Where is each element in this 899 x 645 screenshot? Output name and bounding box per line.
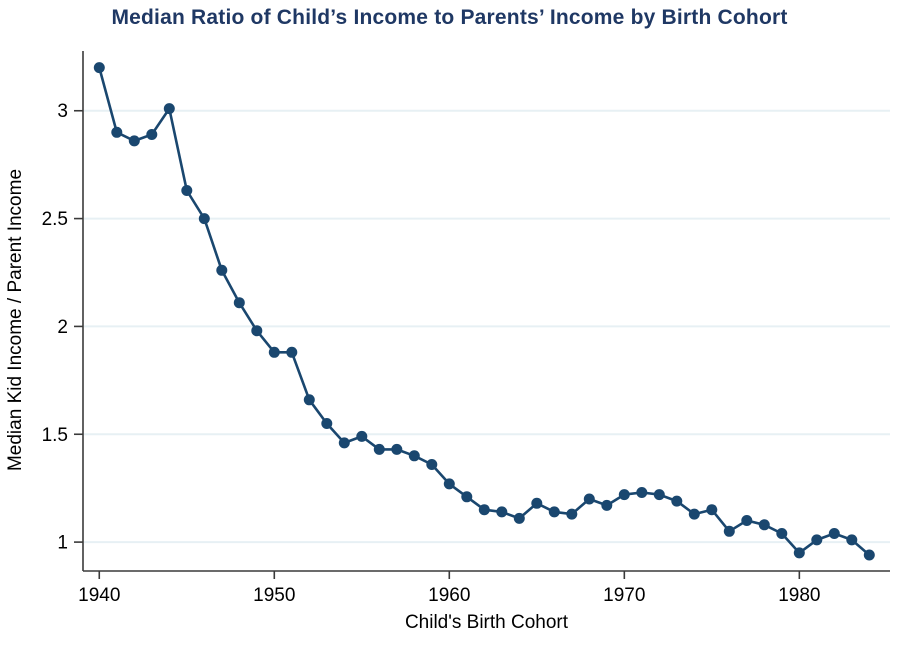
data-point — [566, 508, 578, 520]
data-point — [391, 443, 403, 455]
x-axis-title: Child's Birth Cohort — [404, 612, 569, 633]
data-point — [233, 297, 245, 309]
y-tick-label: 2 — [57, 317, 68, 338]
x-tick-label: 1970 — [603, 585, 645, 606]
data-point — [601, 499, 613, 511]
data-point — [338, 437, 350, 449]
data-point — [671, 495, 683, 507]
data-point — [776, 528, 788, 539]
data-point — [496, 506, 508, 518]
data-point — [111, 126, 123, 138]
data-point — [251, 325, 263, 337]
chart-title: Median Ratio of Child’s Income to Parent… — [111, 6, 788, 29]
data-point — [443, 478, 455, 490]
data-point — [181, 185, 193, 196]
data-point — [286, 346, 298, 358]
data-point — [321, 418, 333, 429]
data-point — [303, 394, 315, 406]
data-point — [741, 515, 753, 526]
data-point — [793, 547, 805, 559]
data-point — [758, 519, 770, 531]
x-tick-label: 1980 — [778, 585, 820, 606]
data-point — [636, 487, 648, 498]
data-point — [426, 459, 438, 470]
data-point — [461, 491, 473, 503]
x-tick-label: 1940 — [78, 585, 120, 606]
y-tick-label: 3 — [57, 101, 68, 122]
data-point — [356, 430, 368, 442]
data-point — [811, 534, 823, 546]
data-point — [513, 512, 525, 524]
data-point — [828, 528, 840, 539]
data-point — [723, 525, 735, 537]
data-point — [478, 504, 490, 516]
data-point — [706, 504, 718, 516]
y-tick-label: 2.5 — [42, 209, 68, 230]
y-tick-label: 1 — [57, 533, 68, 554]
data-point — [146, 129, 158, 140]
data-point — [268, 346, 280, 358]
data-point — [688, 508, 700, 520]
data-point — [863, 549, 875, 561]
data-point — [548, 506, 560, 518]
x-tick-label: 1960 — [428, 585, 470, 606]
data-point — [163, 103, 175, 115]
data-point — [583, 493, 595, 505]
x-tick-label: 1950 — [253, 585, 295, 606]
data-point — [93, 62, 105, 74]
data-point — [618, 489, 630, 501]
data-point — [216, 264, 228, 276]
y-tick-label: 1.5 — [42, 425, 68, 446]
data-point — [128, 135, 140, 147]
data-point — [198, 213, 210, 225]
data-point — [373, 443, 385, 455]
series-line — [98, 66, 871, 557]
data-point — [653, 489, 665, 501]
data-point — [531, 497, 543, 509]
data-point — [846, 534, 858, 546]
data-point — [408, 450, 420, 462]
